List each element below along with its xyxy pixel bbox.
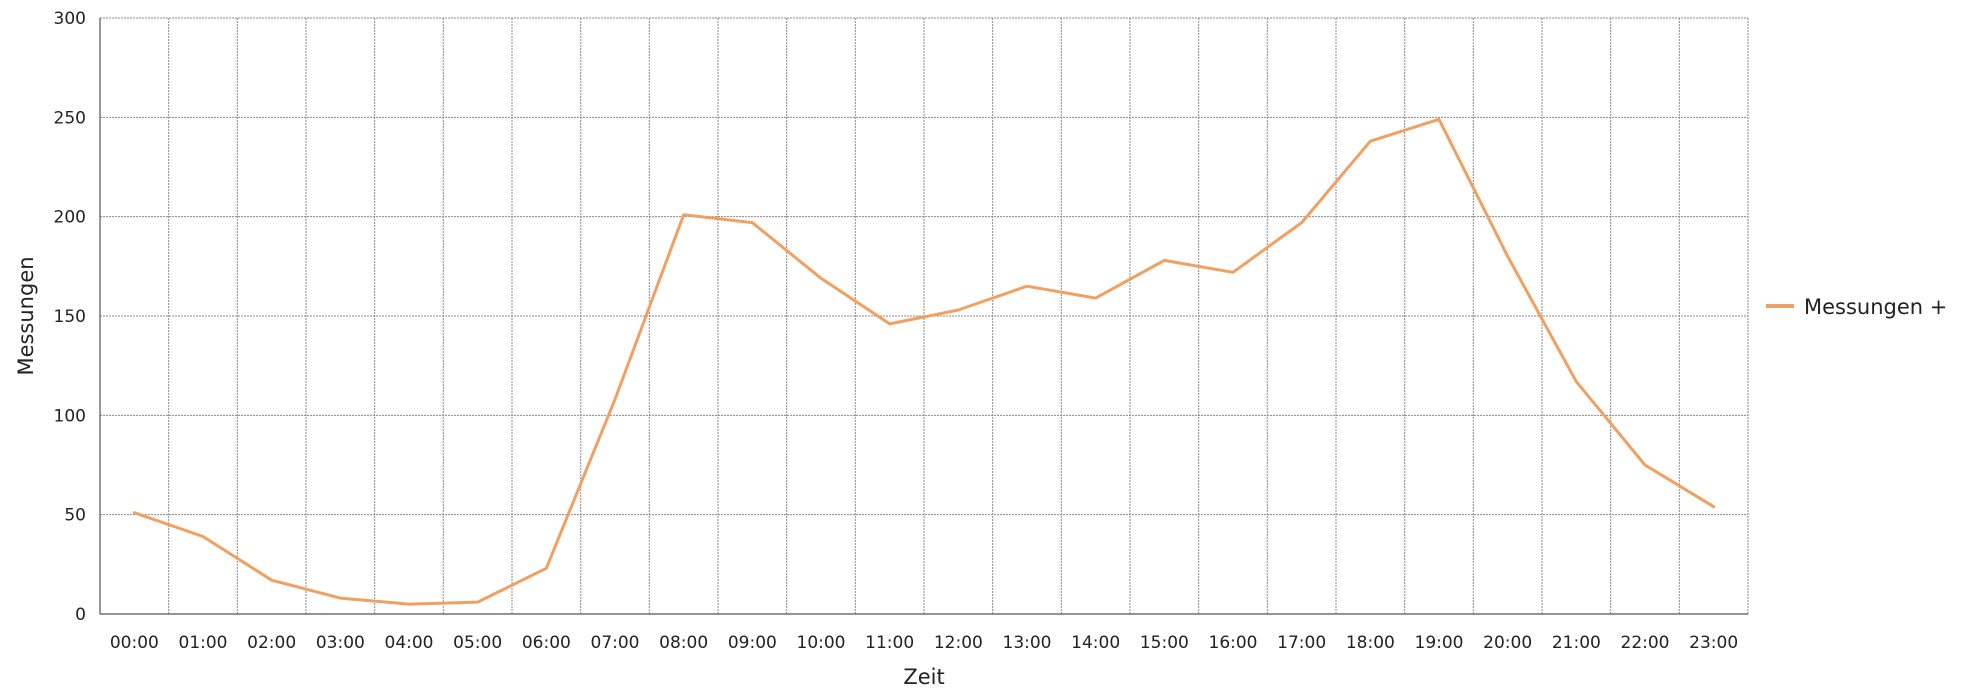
y-tick-label: 200	[54, 208, 86, 228]
x-tick-label: 15:00	[1140, 633, 1189, 653]
x-tick-label: 11:00	[865, 633, 914, 653]
legend: Messungen +	[1766, 295, 1947, 319]
x-tick-label: 22:00	[1621, 633, 1670, 653]
x-tick-label: 21:00	[1552, 633, 1601, 653]
x-tick-labels: 00:00 01:00 02:00 03:00 04:00 05:00 06:00 07:00…	[110, 633, 1738, 653]
x-tick-label: 03:00	[316, 633, 365, 653]
x-tick-label: 08:00	[659, 633, 708, 653]
y-tick-label: 250	[54, 108, 86, 128]
y-tick-label: 50	[64, 506, 86, 526]
x-tick-label: 06:00	[522, 633, 571, 653]
x-tick-label: 23:00	[1689, 633, 1738, 653]
y-tick-label: 0	[75, 605, 86, 625]
x-tick-label: 05:00	[453, 633, 502, 653]
x-tick-label: 01:00	[179, 633, 228, 653]
x-tick-label: 04:00	[385, 633, 434, 653]
x-tick-label: 10:00	[797, 633, 846, 653]
x-tick-label: 02:00	[247, 633, 296, 653]
series-line-messungen-plus	[132, 117, 1716, 606]
x-tick-label: 13:00	[1003, 633, 1052, 653]
series	[132, 117, 1716, 606]
x-tick-label: 07:00	[591, 633, 640, 653]
x-axis-title: Zeit	[903, 665, 944, 688]
x-tick-label: 19:00	[1415, 633, 1464, 653]
legend-label-messungen-plus: Messungen +	[1804, 295, 1947, 319]
x-tick-label: 00:00	[110, 633, 159, 653]
y-tick-labels: 0 50 100 150 200 250 300	[54, 9, 86, 625]
y-tick-label: 100	[54, 406, 86, 426]
x-tick-label: 18:00	[1346, 633, 1395, 653]
y-tick-label: 300	[54, 9, 86, 29]
x-tick-label: 12:00	[934, 633, 983, 653]
x-tick-label: 20:00	[1483, 633, 1532, 653]
x-tick-label: 09:00	[728, 633, 777, 653]
x-tick-label: 14:00	[1071, 633, 1120, 653]
axes	[99, 18, 1748, 615]
x-tick-label: 17:00	[1277, 633, 1326, 653]
y-axis-title: Messungen	[14, 256, 38, 375]
x-tick-label: 16:00	[1209, 633, 1258, 653]
y-tick-label: 150	[54, 307, 86, 327]
